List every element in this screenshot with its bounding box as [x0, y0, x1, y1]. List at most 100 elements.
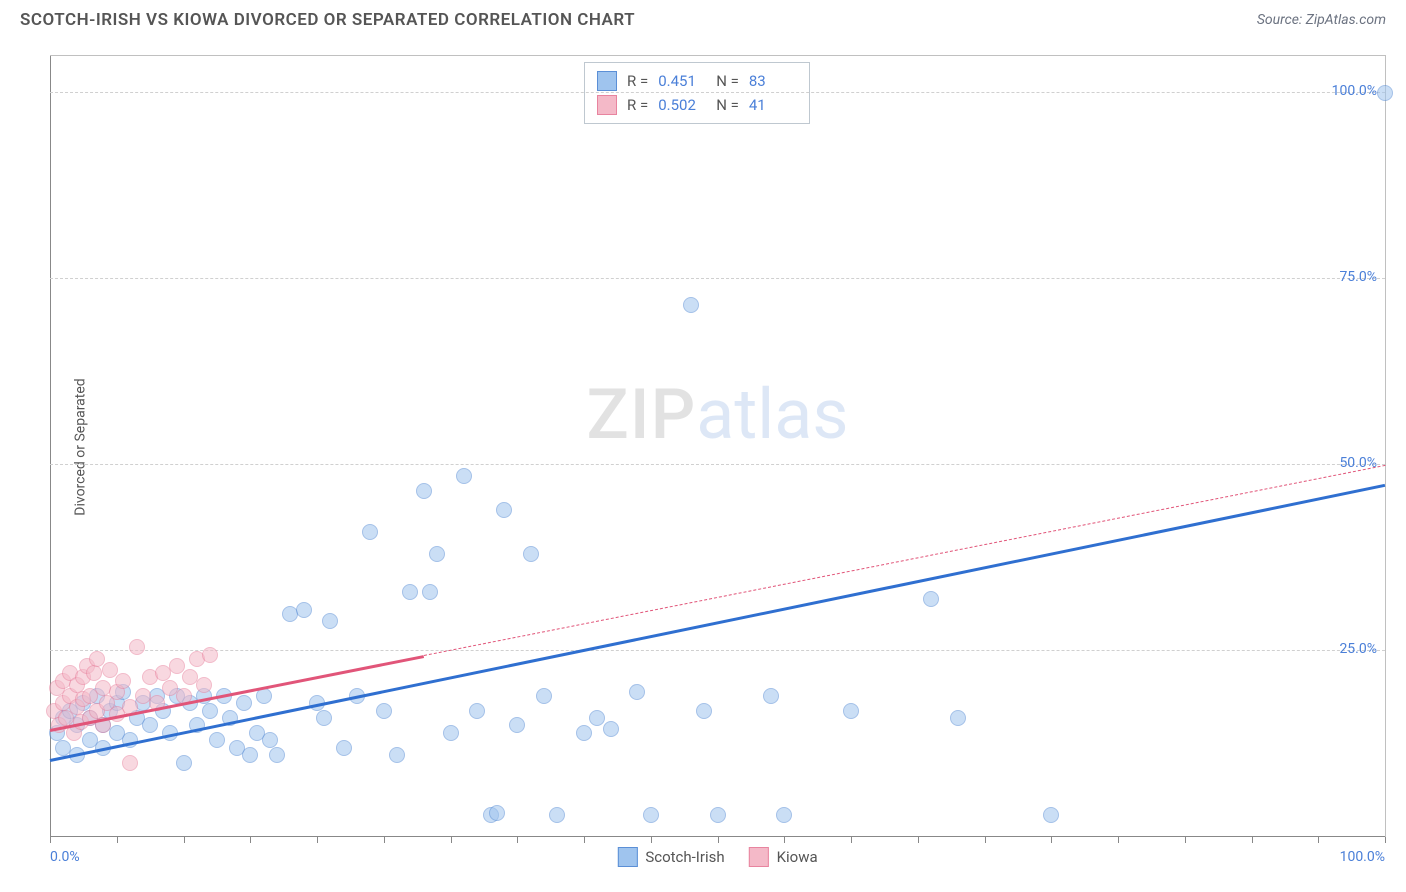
y-tick-label: 25.0% [1339, 641, 1377, 657]
gridline [50, 92, 1385, 93]
x-tick-label: 0.0% [50, 849, 80, 865]
stat-n-label: N = [716, 96, 739, 114]
y-tick-label: 50.0% [1339, 455, 1377, 471]
data-point [169, 658, 185, 674]
data-point [296, 602, 312, 618]
chart-title: SCOTCH-IRISH VS KIOWA DIVORCED OR SEPARA… [20, 10, 635, 30]
data-point [89, 651, 105, 667]
x-tick [784, 837, 785, 843]
data-point [763, 688, 779, 704]
data-point [1377, 85, 1393, 101]
source-label: Source: ZipAtlas.com [1257, 12, 1386, 28]
stats-row: R =0.451N =83 [597, 69, 797, 93]
y-tick-label: 75.0% [1339, 269, 1377, 285]
y-axis [50, 56, 51, 837]
data-point [142, 717, 158, 733]
x-tick [250, 837, 251, 843]
data-point [843, 703, 859, 719]
x-tick [451, 837, 452, 843]
data-point [376, 703, 392, 719]
x-tick [1385, 837, 1386, 843]
legend-swatch [617, 847, 637, 867]
data-point [710, 807, 726, 823]
x-tick [184, 837, 185, 843]
x-tick [985, 837, 986, 843]
plot-area: ZIPatlas R =0.451N =83R =0.502N =41 25.0… [50, 56, 1385, 837]
x-tick [50, 837, 51, 843]
data-point [389, 747, 405, 763]
data-point [496, 502, 512, 518]
legend-item: Kiowa [749, 847, 818, 867]
data-point [643, 807, 659, 823]
x-tick-label: 100.0% [1340, 849, 1385, 865]
data-point [322, 613, 338, 629]
data-point [176, 755, 192, 771]
x-tick [718, 837, 719, 843]
data-point [316, 710, 332, 726]
data-point [262, 732, 278, 748]
watermark: ZIPatlas [587, 374, 849, 456]
data-point [456, 468, 472, 484]
data-point [696, 703, 712, 719]
y-tick-label: 100.0% [1332, 83, 1377, 99]
data-point [776, 807, 792, 823]
series-swatch [597, 95, 617, 115]
x-tick [584, 837, 585, 843]
data-point [536, 688, 552, 704]
data-point [129, 639, 145, 655]
data-point [336, 740, 352, 756]
data-point [86, 665, 102, 681]
data-point [629, 684, 645, 700]
data-point [416, 483, 432, 499]
chart-container: Divorced or Separated ZIPatlas R =0.451N… [50, 55, 1386, 837]
data-point [576, 725, 592, 741]
data-point [236, 695, 252, 711]
data-point [603, 721, 619, 737]
legend-item: Scotch-Irish [617, 847, 724, 867]
gridline [50, 650, 1385, 651]
data-point [509, 717, 525, 733]
data-point [202, 647, 218, 663]
stat-n-value: 83 [749, 72, 797, 90]
gridline [50, 278, 1385, 279]
stats-row: R =0.502N =41 [597, 93, 797, 117]
data-point [209, 732, 225, 748]
x-tick [1051, 837, 1052, 843]
data-point [362, 524, 378, 540]
data-point [429, 546, 445, 562]
x-tick [1318, 837, 1319, 843]
legend-label: Kiowa [777, 848, 818, 866]
x-tick [117, 837, 118, 843]
data-point [242, 747, 258, 763]
data-point [923, 591, 939, 607]
data-point [489, 805, 505, 821]
x-tick [918, 837, 919, 843]
x-tick [1185, 837, 1186, 843]
x-tick [517, 837, 518, 843]
x-tick [651, 837, 652, 843]
data-point [589, 710, 605, 726]
x-tick [1118, 837, 1119, 843]
x-tick [851, 837, 852, 843]
legend-label: Scotch-Irish [645, 848, 724, 866]
data-point [196, 677, 212, 693]
stat-r-label: R = [627, 96, 648, 114]
trend-line [50, 484, 1386, 762]
x-tick [1252, 837, 1253, 843]
data-point [950, 710, 966, 726]
data-point [523, 546, 539, 562]
data-point [1043, 807, 1059, 823]
data-point [402, 584, 418, 600]
data-point [102, 662, 118, 678]
data-point [469, 703, 485, 719]
series-swatch [597, 71, 617, 91]
stat-n-value: 41 [749, 96, 797, 114]
x-tick [384, 837, 385, 843]
x-tick [317, 837, 318, 843]
legend-swatch [749, 847, 769, 867]
stat-r-label: R = [627, 72, 648, 90]
data-point [269, 747, 285, 763]
data-point [443, 725, 459, 741]
trend-line [424, 465, 1385, 656]
data-point [202, 703, 218, 719]
